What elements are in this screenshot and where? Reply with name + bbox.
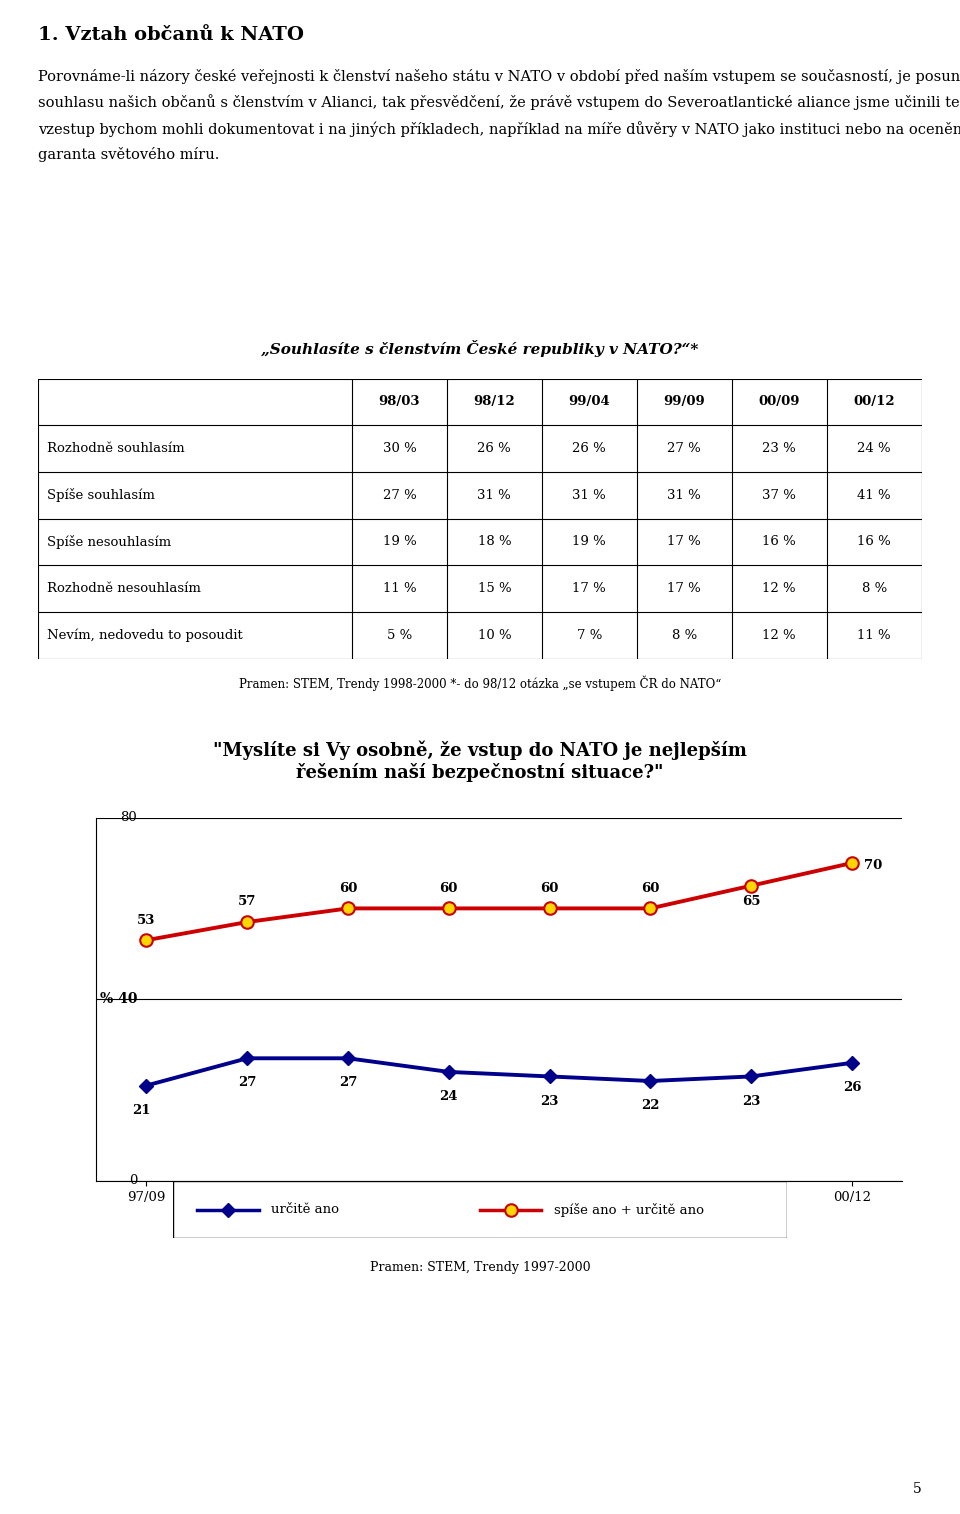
Text: 24 %: 24 % (857, 442, 891, 456)
Text: 26 %: 26 % (477, 442, 512, 456)
Text: Pramen: STEM, Trendy 1997-2000: Pramen: STEM, Trendy 1997-2000 (370, 1261, 590, 1273)
Text: "Myslíte si Vy osobně, že vstup do NATO je nejlepším
řešením naší bezpečnostní s: "Myslíte si Vy osobně, že vstup do NATO … (213, 740, 747, 781)
Text: 00/12: 00/12 (853, 395, 895, 409)
Text: 99/04: 99/04 (568, 395, 611, 409)
Text: Rozhodně souhlasím: Rozhodně souhlasím (47, 442, 185, 456)
Text: 98/12: 98/12 (473, 395, 516, 409)
Text: 30 %: 30 % (382, 442, 417, 456)
Text: 31 %: 31 % (667, 489, 701, 501)
Text: 24: 24 (440, 1090, 458, 1104)
Text: spíše ano + určitě ano: spíše ano + určitě ano (554, 1202, 704, 1217)
Text: 31 %: 31 % (572, 489, 606, 501)
Text: Spíše souhlasím: Spíše souhlasím (47, 488, 156, 503)
Text: 17 %: 17 % (572, 581, 606, 595)
Text: 26 %: 26 % (572, 442, 606, 456)
Text: Rozhodně nesouhlasím: Rozhodně nesouhlasím (47, 581, 201, 595)
Text: 10 %: 10 % (477, 628, 511, 642)
Text: 27: 27 (339, 1076, 357, 1090)
Text: 27 %: 27 % (382, 489, 417, 501)
Text: 12 %: 12 % (762, 581, 796, 595)
Text: Nevím, nedovedu to posoudit: Nevím, nedovedu to posoudit (47, 628, 243, 642)
Text: 80: 80 (121, 812, 137, 824)
Text: 8 %: 8 % (861, 581, 887, 595)
Text: 1. Vztah občanů k NATO: 1. Vztah občanů k NATO (38, 26, 304, 44)
Text: určitě ano: určitě ano (271, 1204, 339, 1216)
Text: % 40: % 40 (100, 992, 137, 1007)
Text: 70: 70 (864, 858, 882, 872)
Text: 16 %: 16 % (762, 536, 796, 548)
Text: 23: 23 (540, 1095, 559, 1108)
Text: 27 %: 27 % (667, 442, 701, 456)
Text: 53: 53 (137, 913, 156, 927)
Text: 17 %: 17 % (667, 581, 701, 595)
Text: „Souhlasíte s členstvím České republiky v NATO?“*: „Souhlasíte s členstvím České republiky … (261, 339, 699, 357)
Text: 22: 22 (641, 1099, 660, 1113)
Text: 19 %: 19 % (382, 536, 417, 548)
Text: 31 %: 31 % (477, 489, 512, 501)
Text: 16 %: 16 % (857, 536, 891, 548)
Text: 37 %: 37 % (762, 489, 796, 501)
Text: Pramen: STEM, Trendy 1998-2000 *- do 98/12 otázka „se vstupem ČR do NATO“: Pramen: STEM, Trendy 1998-2000 *- do 98/… (239, 675, 721, 690)
Text: 57: 57 (238, 895, 256, 908)
Text: 17 %: 17 % (667, 536, 701, 548)
Text: 7 %: 7 % (577, 628, 602, 642)
Text: Porovnáme-li názory české veřejnosti k členství našeho státu v NATO v období pře: Porovnáme-li názory české veřejnosti k č… (38, 68, 960, 162)
Text: 21: 21 (132, 1104, 151, 1117)
Text: 26: 26 (843, 1081, 861, 1095)
Text: 15 %: 15 % (477, 581, 511, 595)
Text: 11 %: 11 % (383, 581, 417, 595)
Text: 8 %: 8 % (672, 628, 697, 642)
Text: 99/09: 99/09 (663, 395, 705, 409)
Text: 60: 60 (540, 881, 559, 895)
Text: 5: 5 (913, 1482, 922, 1496)
Text: 41 %: 41 % (857, 489, 891, 501)
Text: 23 %: 23 % (762, 442, 796, 456)
Text: Spíše nesouhlasím: Spíše nesouhlasím (47, 534, 171, 550)
Text: 23: 23 (742, 1095, 760, 1108)
Text: 19 %: 19 % (572, 536, 606, 548)
Text: 60: 60 (339, 881, 357, 895)
FancyBboxPatch shape (173, 1181, 787, 1238)
Text: 11 %: 11 % (857, 628, 891, 642)
Text: 98/03: 98/03 (378, 395, 420, 409)
Text: 5 %: 5 % (387, 628, 412, 642)
Text: 65: 65 (742, 895, 760, 908)
Text: 00/09: 00/09 (758, 395, 800, 409)
Text: 12 %: 12 % (762, 628, 796, 642)
Text: 0: 0 (129, 1175, 137, 1187)
Text: 18 %: 18 % (477, 536, 511, 548)
Text: 60: 60 (641, 881, 660, 895)
Text: 27: 27 (238, 1076, 256, 1090)
Text: 60: 60 (440, 881, 458, 895)
